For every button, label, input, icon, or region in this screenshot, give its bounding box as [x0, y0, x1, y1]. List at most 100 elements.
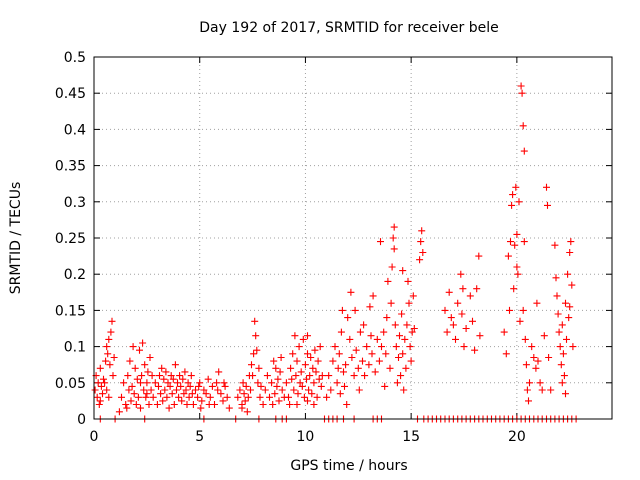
data-point — [288, 375, 296, 383]
data-point — [217, 390, 225, 398]
data-point — [120, 379, 128, 387]
data-point — [387, 299, 395, 307]
data-point — [170, 401, 178, 408]
data-point — [104, 350, 112, 358]
data-point — [547, 386, 555, 394]
data-point — [351, 306, 359, 314]
data-point — [400, 386, 408, 394]
data-point — [156, 372, 163, 380]
data-point — [331, 343, 339, 351]
data-point — [93, 393, 101, 401]
data-point — [251, 317, 259, 325]
data-point — [347, 288, 355, 296]
data-point — [560, 372, 568, 380]
data-point — [108, 317, 116, 325]
data-point — [136, 346, 143, 354]
data-point — [270, 357, 278, 365]
y-tick-label: 0.15 — [55, 303, 86, 319]
data-point — [106, 361, 114, 369]
data-point — [404, 277, 412, 285]
data-point — [252, 332, 260, 340]
data-point — [402, 364, 410, 372]
data-point — [140, 386, 148, 394]
data-point — [355, 386, 363, 394]
data-point — [390, 245, 398, 253]
data-point — [369, 292, 377, 300]
data-point — [342, 361, 350, 369]
data-point — [530, 354, 538, 361]
data-point — [303, 375, 310, 383]
data-point — [122, 401, 130, 408]
data-point — [563, 335, 570, 343]
data-point — [559, 350, 567, 358]
data-point — [197, 404, 205, 412]
data-point — [277, 354, 285, 361]
data-point — [378, 343, 385, 351]
x-axis-label: GPS time / hours — [290, 458, 407, 474]
data-point — [373, 335, 381, 343]
data-point — [159, 397, 167, 405]
data-point — [195, 382, 203, 390]
data-point — [318, 372, 326, 380]
data-point — [255, 364, 263, 372]
data-point — [513, 230, 521, 238]
data-point — [346, 335, 354, 343]
data-point — [289, 350, 297, 358]
data-point — [307, 354, 315, 361]
data-point — [301, 361, 309, 369]
data-point — [473, 285, 481, 293]
data-point — [368, 350, 376, 358]
data-point — [94, 379, 102, 387]
data-point — [276, 368, 284, 376]
data-point — [419, 249, 427, 256]
data-point — [101, 379, 109, 387]
data-point — [558, 379, 566, 387]
data-point — [103, 343, 111, 351]
data-point — [181, 368, 189, 376]
data-point — [476, 332, 484, 340]
data-point — [99, 390, 106, 398]
data-point — [381, 382, 389, 390]
data-point — [554, 310, 562, 318]
data-point — [206, 393, 214, 401]
data-point — [382, 350, 390, 358]
data-point — [163, 393, 171, 401]
data-point — [517, 82, 525, 90]
data-point — [299, 335, 307, 343]
data-point — [153, 401, 161, 408]
data-point — [91, 386, 99, 394]
data-point — [418, 227, 426, 235]
data-point — [293, 401, 301, 408]
data-point — [519, 122, 527, 130]
data-point — [344, 314, 352, 322]
data-point — [410, 325, 418, 332]
data-point — [202, 390, 210, 398]
data-point — [520, 238, 528, 246]
data-point — [509, 191, 517, 199]
data-point — [310, 401, 318, 408]
data-point — [234, 393, 242, 401]
data-point — [508, 201, 516, 209]
data-point — [109, 372, 117, 380]
data-point — [215, 368, 223, 376]
data-point — [105, 335, 113, 343]
data-point — [367, 332, 375, 340]
data-point — [316, 343, 324, 351]
data-point — [242, 382, 250, 390]
data-point — [556, 343, 564, 351]
data-point — [243, 408, 251, 416]
data-point — [285, 393, 292, 401]
data-point — [308, 390, 316, 398]
data-point — [568, 281, 576, 289]
data-point — [176, 372, 184, 380]
data-point — [287, 364, 295, 372]
data-point — [134, 393, 142, 401]
data-point — [97, 382, 105, 390]
data-point — [125, 386, 133, 394]
data-point — [205, 401, 213, 408]
data-point — [311, 346, 319, 354]
y-tick-label: 0.25 — [55, 231, 86, 247]
data-point — [454, 299, 462, 307]
data-point — [286, 401, 294, 408]
